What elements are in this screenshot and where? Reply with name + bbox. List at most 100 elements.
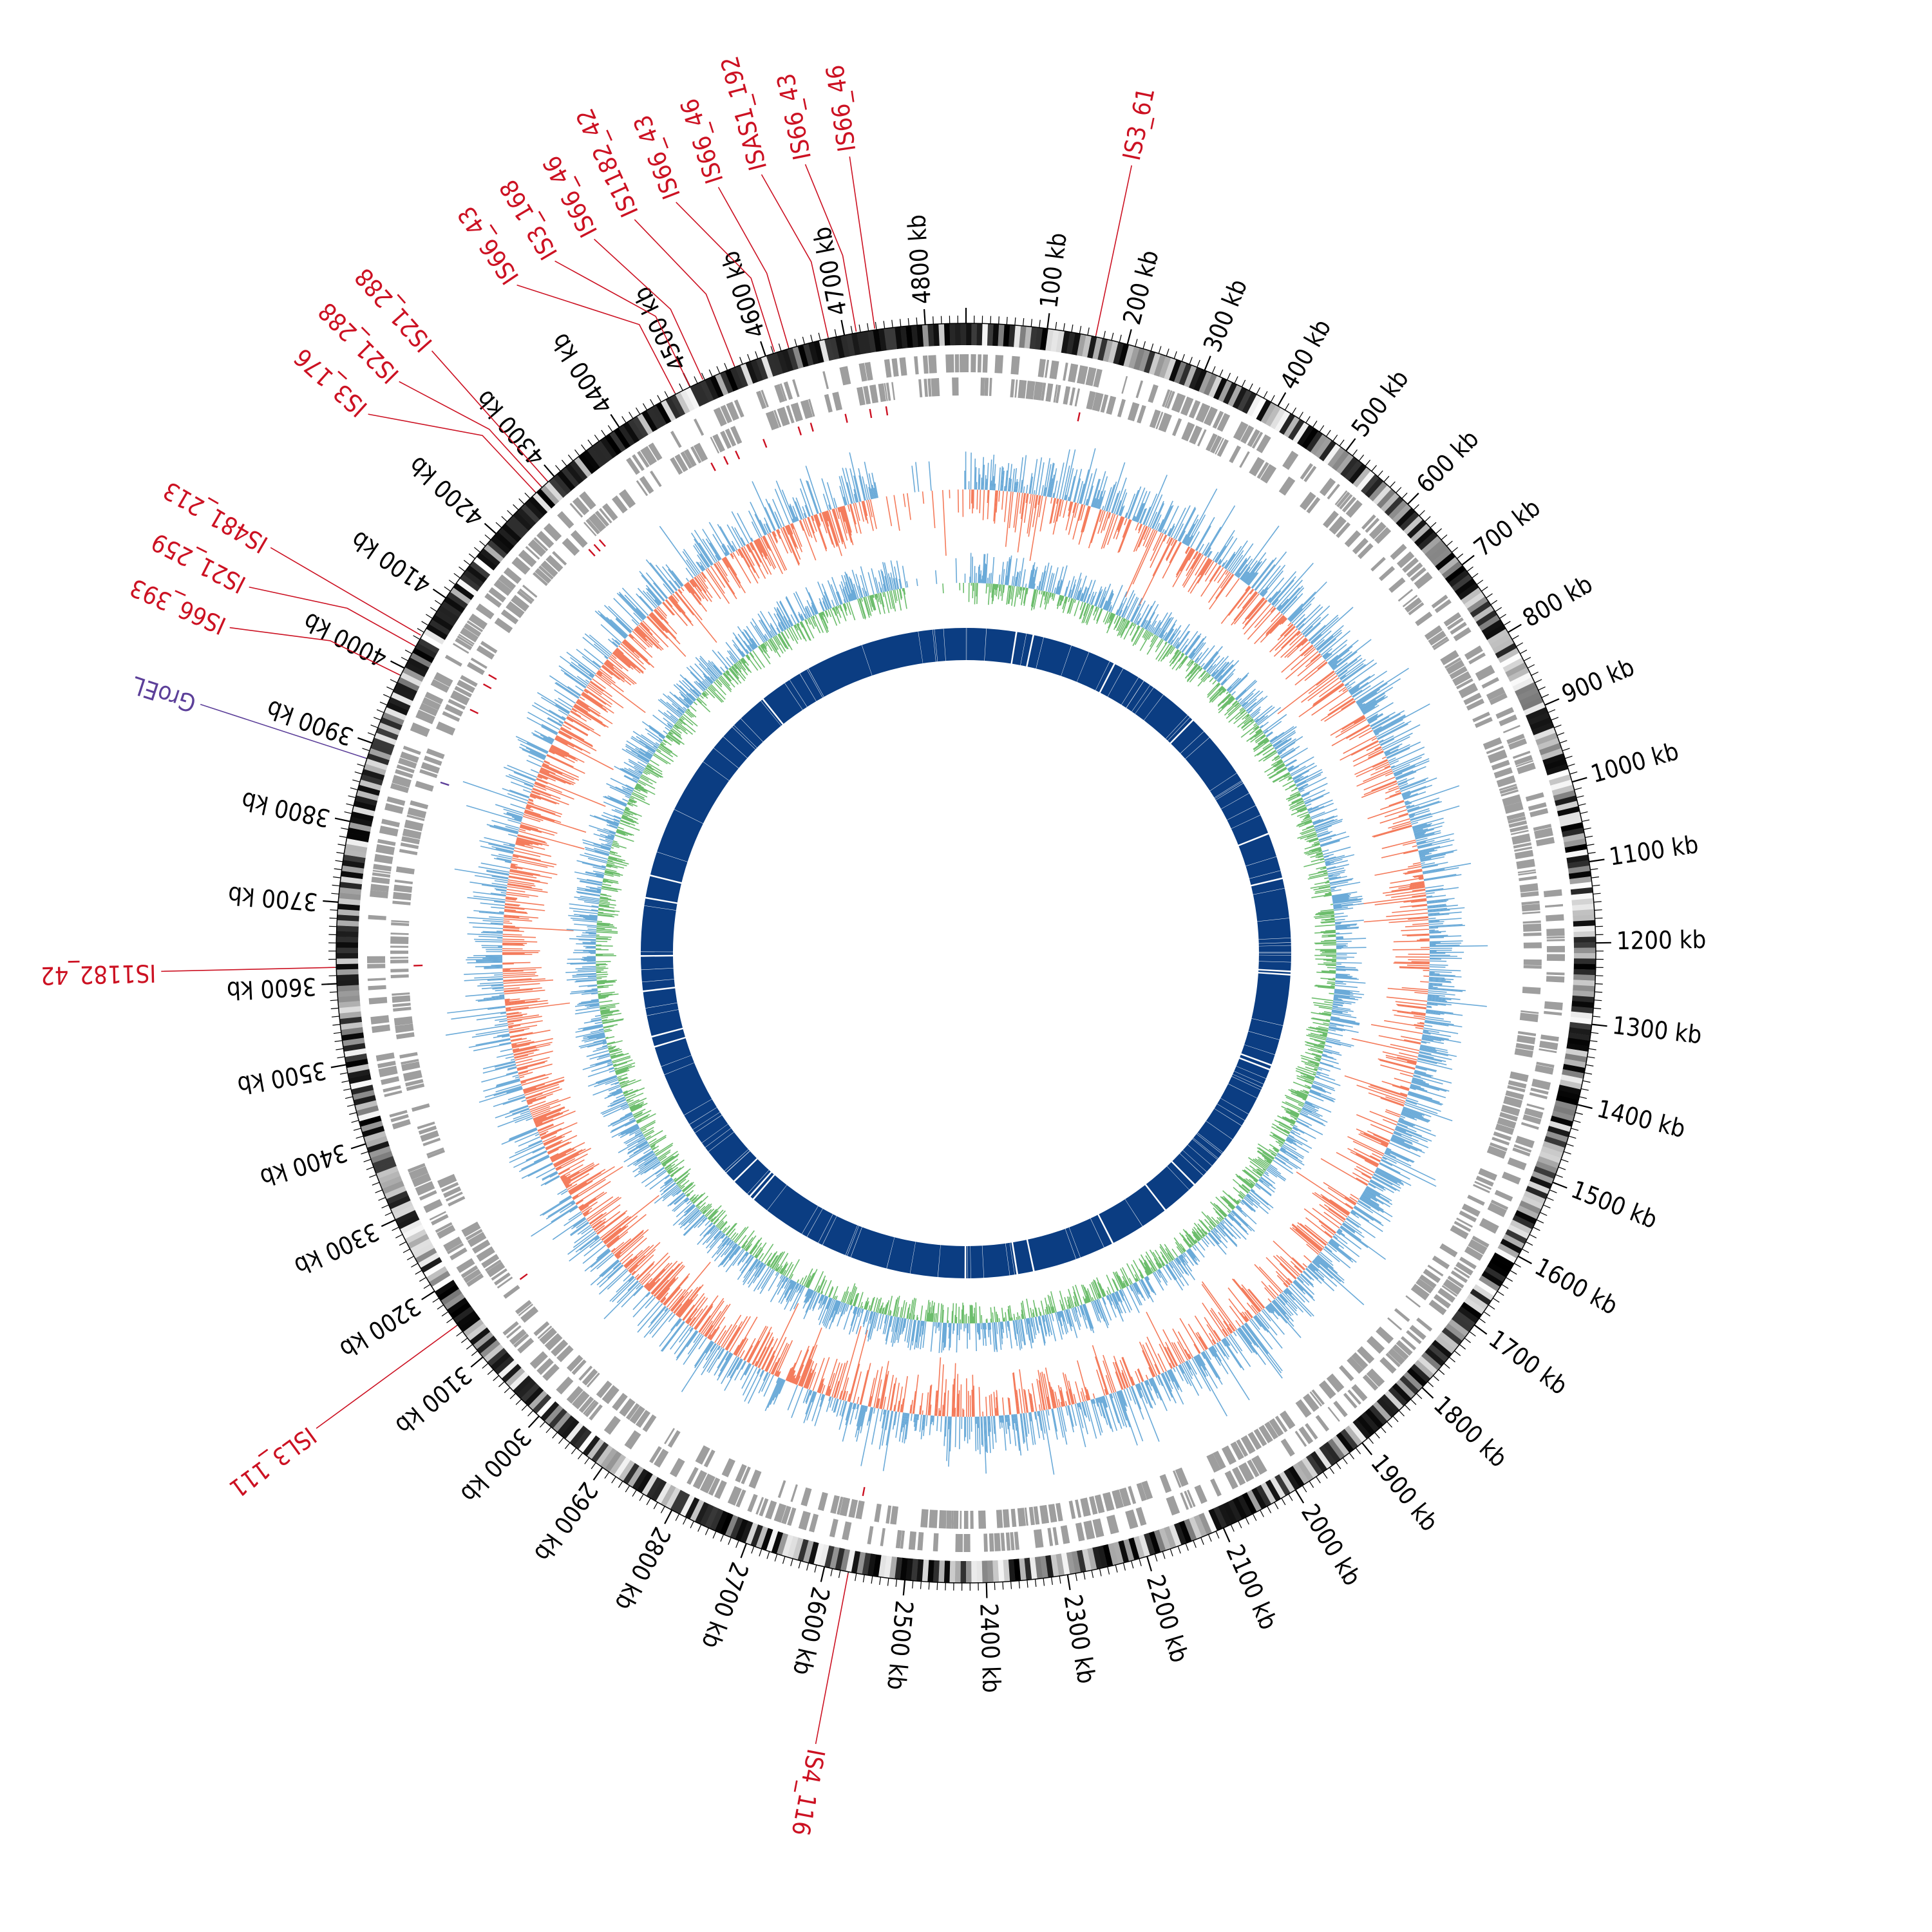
ideogram-band xyxy=(1164,357,1177,381)
ideogram-band xyxy=(1457,1306,1479,1324)
gc-skew-bar xyxy=(513,1041,553,1052)
gc-skew-bar xyxy=(843,497,847,506)
gene-block xyxy=(1260,464,1277,484)
gc-skew-bar xyxy=(1428,980,1452,983)
gc-skew-bar xyxy=(1058,1407,1068,1445)
gc-skew-bar xyxy=(564,721,589,735)
gc-skew-bar xyxy=(803,1361,815,1388)
gc-skew-bar xyxy=(567,686,582,696)
gc-skew-bar xyxy=(1095,498,1099,509)
gc-skew-bar xyxy=(652,1262,683,1295)
major-tick xyxy=(1508,623,1522,633)
gc-skew-bar xyxy=(1079,469,1090,504)
gc-skew-bar xyxy=(1427,997,1452,1001)
is-marker xyxy=(483,683,492,690)
gc-skew-bar xyxy=(1097,476,1108,509)
gene-block xyxy=(1351,1352,1368,1370)
gene-block xyxy=(1450,621,1467,635)
gc-skew-bar xyxy=(467,916,504,921)
gc-skew-bar xyxy=(518,1136,541,1147)
gene-block xyxy=(931,378,940,397)
gc-skew-bar xyxy=(1277,624,1294,641)
ideogram-band xyxy=(1164,1526,1177,1549)
minor-tick xyxy=(381,1204,389,1209)
minor-tick xyxy=(1416,1393,1423,1399)
minor-tick xyxy=(1410,1399,1417,1405)
gc-skew-bar xyxy=(1175,523,1184,540)
gc-skew-bar xyxy=(498,853,513,858)
gc-skew-bar xyxy=(569,1166,615,1195)
gene-block xyxy=(1493,767,1513,779)
gc-skew-bar xyxy=(637,1303,663,1333)
gc-skew-bar xyxy=(559,730,597,752)
minor-tick xyxy=(1181,354,1185,362)
gc-skew-bar xyxy=(522,815,541,822)
tick-label: 200 kb xyxy=(1117,247,1164,328)
gc-skew-bar xyxy=(1013,492,1019,528)
minor-tick xyxy=(1260,1510,1264,1517)
gene-block xyxy=(874,1503,882,1522)
gc-skew-bar xyxy=(508,774,535,785)
ideogram-band xyxy=(1558,1084,1581,1095)
gc-skew-bar xyxy=(1428,917,1436,920)
gc-skew-bar xyxy=(1282,618,1288,625)
gc-skew-bar xyxy=(1410,815,1433,823)
gene-block xyxy=(1256,462,1269,479)
gc-skew-bar xyxy=(1284,1289,1295,1301)
gc-skew-bar xyxy=(774,511,782,528)
gene-block xyxy=(1495,1123,1515,1135)
gene-block xyxy=(664,1428,675,1444)
gene-block xyxy=(1188,400,1201,419)
ideogram-band xyxy=(949,1560,956,1583)
gc-skew-bar xyxy=(1340,674,1347,680)
minor-tick xyxy=(1368,1437,1374,1444)
gc-skew-bar xyxy=(1374,898,1427,905)
ideogram-band xyxy=(1574,947,1596,954)
ideogram-band xyxy=(1566,1048,1588,1057)
gc-skew-bar xyxy=(1408,1092,1443,1105)
ideogram-band xyxy=(1573,942,1596,949)
minor-tick xyxy=(1555,1174,1563,1178)
gc-skew-bar xyxy=(827,1372,835,1396)
minor-tick xyxy=(411,1263,419,1268)
gene-block xyxy=(1467,1195,1485,1206)
gc-skew-bar xyxy=(1371,737,1378,741)
gc-skew-bar xyxy=(717,1353,733,1377)
gc-skew-bar xyxy=(1370,1124,1394,1135)
gc-skew-bar xyxy=(491,820,520,829)
gc-skew-bar xyxy=(1391,1137,1423,1151)
gc-skew-bar xyxy=(741,547,756,573)
gc-skew-bar xyxy=(1110,1393,1113,1399)
gc-skew-bar xyxy=(999,466,1003,491)
gc-skew-bar xyxy=(1426,898,1455,902)
minor-tick xyxy=(351,1120,359,1123)
gc-skew-bar xyxy=(722,1325,737,1349)
gc-skew-bar xyxy=(1422,1034,1449,1040)
gc-skew-bar xyxy=(1099,1397,1108,1425)
gc-skew-bar xyxy=(1427,998,1446,1001)
gc-skew-bar xyxy=(1244,597,1264,620)
gc-skew-bar xyxy=(687,1297,708,1325)
ideogram-band xyxy=(1360,1412,1379,1432)
is-marker xyxy=(710,462,716,471)
ideogram-band xyxy=(1087,336,1097,359)
gc-skew-bar xyxy=(1267,1298,1272,1303)
gc-skew-bar xyxy=(651,1312,674,1338)
gc-skew-bar xyxy=(942,489,947,556)
gc-skew-bar xyxy=(555,681,580,698)
ideogram-band xyxy=(1484,1266,1506,1283)
minor-tick xyxy=(916,317,918,326)
gc-skew-bar xyxy=(516,838,539,846)
gc-skew-bar xyxy=(1342,659,1374,683)
gc-skew-bar xyxy=(1271,611,1281,623)
gc-skew-bar xyxy=(512,1074,519,1077)
gc-skew-bar xyxy=(1267,597,1271,602)
gc-skew-bar xyxy=(1083,506,1091,533)
ideogram-band xyxy=(851,332,861,355)
gc-skew-bar xyxy=(632,630,650,648)
gene-block xyxy=(1544,1010,1562,1016)
gene-block xyxy=(612,1392,628,1411)
gc-skew-bar xyxy=(569,664,592,681)
gc-skew-bar xyxy=(1339,659,1366,679)
gc-skew-bar xyxy=(1368,1092,1405,1106)
